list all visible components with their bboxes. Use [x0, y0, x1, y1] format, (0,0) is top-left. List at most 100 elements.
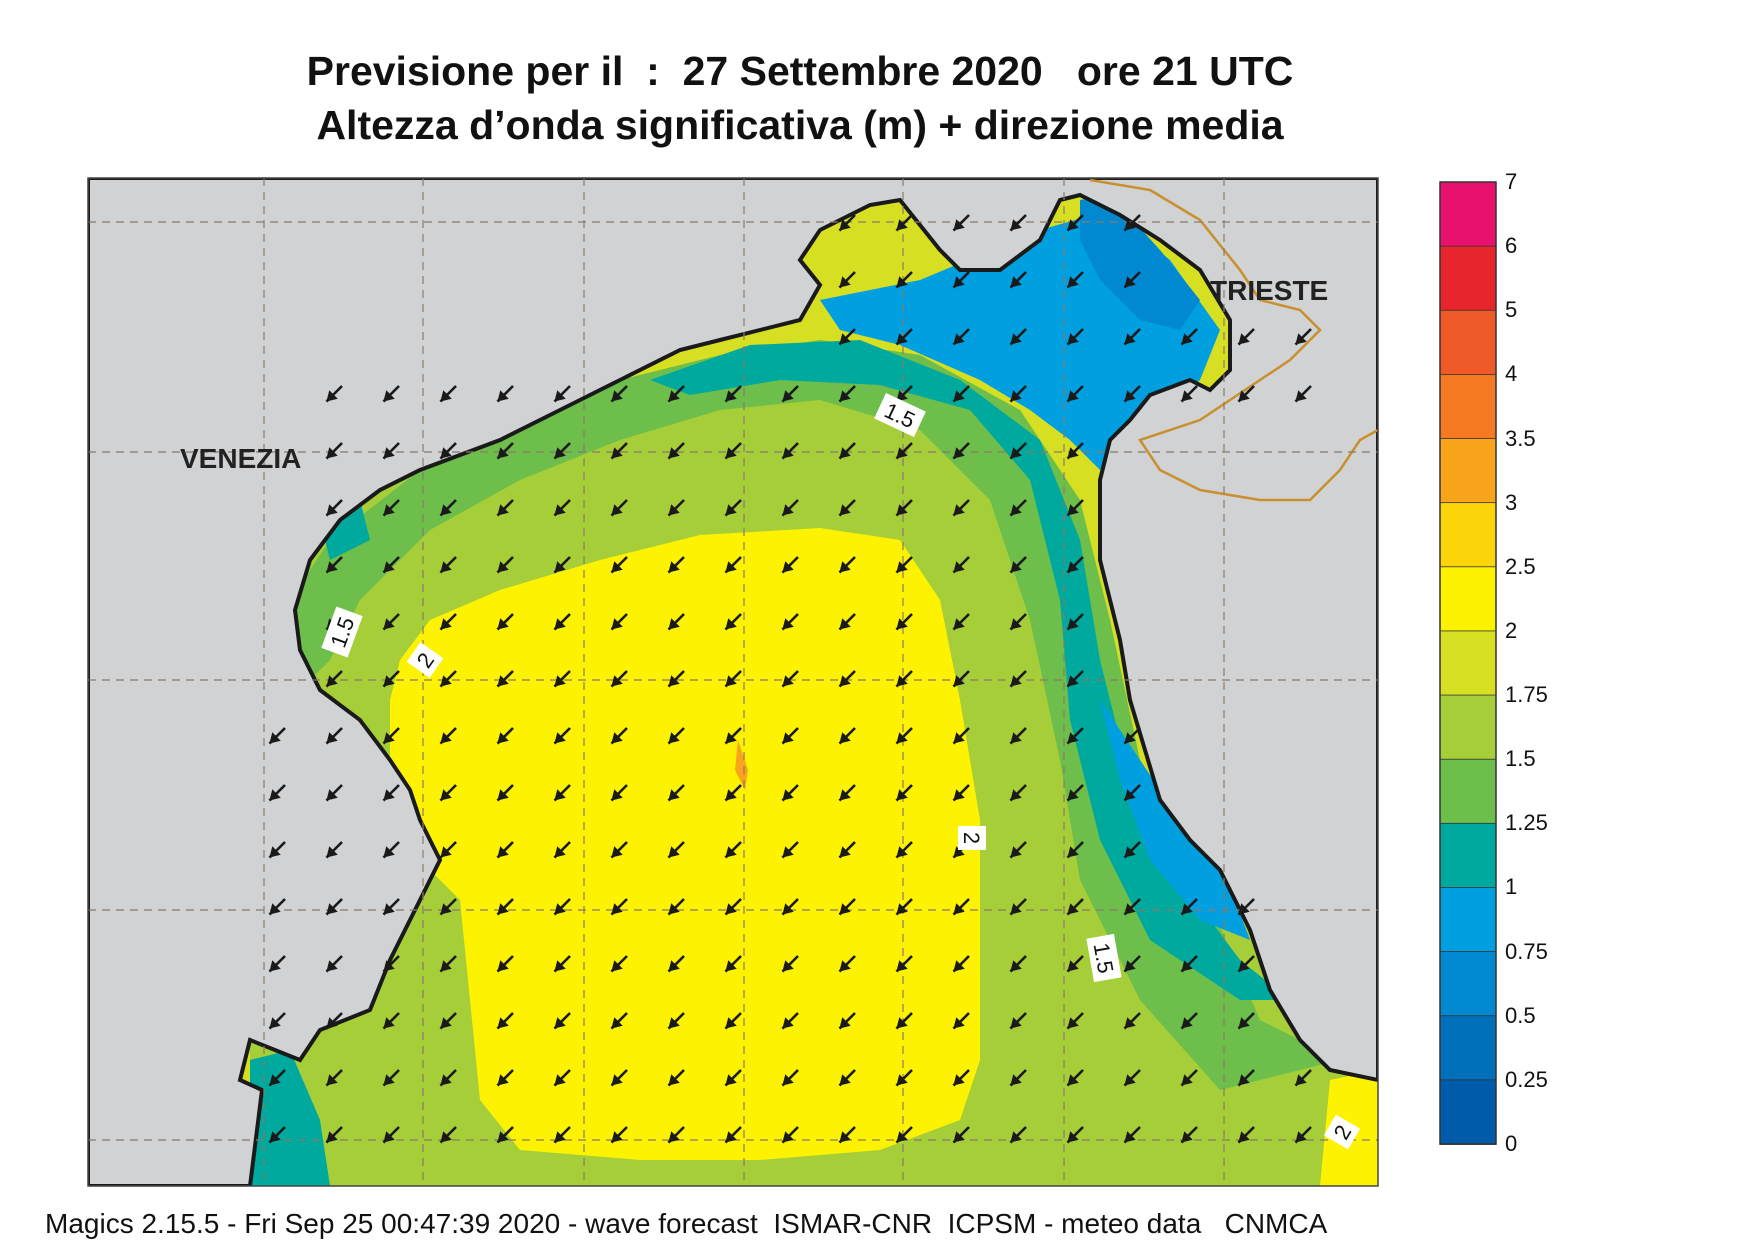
direction-arrowhead: [1010, 504, 1022, 516]
footer-credits: Magics 2.15.5 - Fri Sep 25 00:47:39 2020…: [45, 1208, 1328, 1239]
direction-arrowhead: [725, 447, 737, 459]
direction-arrowhead: [1067, 846, 1079, 858]
direction-arrowhead: [326, 447, 338, 459]
direction-arrowhead: [896, 333, 908, 345]
direction-arrowhead: [554, 846, 566, 858]
direction-arrowhead: [1067, 903, 1079, 915]
direction-arrowhead: [782, 447, 794, 459]
direction-arrowhead: [383, 846, 395, 858]
direction-arrowhead: [1010, 903, 1022, 915]
direction-arrowhead: [269, 903, 281, 915]
direction-arrowhead: [1010, 1074, 1022, 1086]
band-1.25-1.5: [290, 340, 1340, 1090]
direction-arrowhead: [725, 1074, 737, 1086]
direction-arrowhead: [725, 1131, 737, 1143]
direction-arrowhead: [839, 276, 851, 288]
direction-arrowhead: [839, 960, 851, 972]
direction-arrowhead: [725, 903, 737, 915]
direction-arrowhead: [725, 789, 737, 801]
svg-text:2: 2: [959, 832, 984, 844]
direction-arrowhead: [383, 789, 395, 801]
direction-arrowhead: [440, 960, 452, 972]
contour-label: 2: [958, 826, 986, 850]
direction-arrowhead: [554, 789, 566, 801]
direction-arrowhead: [383, 903, 395, 915]
direction-arrowhead: [782, 732, 794, 744]
direction-arrowhead: [497, 960, 509, 972]
direction-arrowhead: [1010, 846, 1022, 858]
colorbar-tick-label: 1.25: [1505, 810, 1548, 836]
direction-arrowhead: [326, 960, 338, 972]
colorbar-swatch: [1439, 694, 1497, 761]
direction-arrowhead: [611, 504, 623, 516]
direction-arrowhead: [839, 732, 851, 744]
colorbar-swatch: [1439, 181, 1497, 248]
direction-arrowhead: [1295, 1131, 1307, 1143]
direction-arrowhead: [953, 618, 965, 630]
colorbar-tick-label: 1.5: [1505, 746, 1536, 772]
direction-arrowhead: [326, 789, 338, 801]
place-label-venezia: VENEZIA: [180, 443, 301, 474]
direction-arrowhead: [611, 846, 623, 858]
direction-arrowhead: [326, 1131, 338, 1143]
direction-arrowhead: [782, 1017, 794, 1029]
direction-arrowhead: [1238, 390, 1250, 402]
direction-arrowhead: [725, 846, 737, 858]
direction-arrowhead: [1238, 903, 1250, 915]
direction-arrowhead: [668, 789, 680, 801]
contour-label: 2: [1323, 1114, 1361, 1150]
direction-arrowhead: [839, 390, 851, 402]
direction-arrowhead: [1010, 1131, 1022, 1143]
direction-arrowhead: [1067, 447, 1079, 459]
direction-arrowhead: [383, 504, 395, 516]
colorbar-swatch: [1439, 1079, 1497, 1145]
direction-arrowhead: [497, 390, 509, 402]
direction-arrowhead: [839, 618, 851, 630]
direction-arrowhead: [1124, 276, 1136, 288]
direction-arrowhead: [668, 903, 680, 915]
direction-arrowhead: [1067, 1074, 1079, 1086]
direction-arrowhead: [440, 447, 452, 459]
direction-arrowhead: [953, 846, 965, 858]
direction-arrowhead: [554, 561, 566, 573]
direction-arrowhead: [497, 561, 509, 573]
map-area: [88, 178, 1378, 1186]
direction-arrowhead: [1124, 390, 1136, 402]
direction-arrowhead: [440, 846, 452, 858]
direction-arrowhead: [839, 333, 851, 345]
direction-arrowhead: [1181, 960, 1193, 972]
direction-arrowhead: [839, 1074, 851, 1086]
colorbar-swatch: [1439, 309, 1497, 376]
direction-arrowhead: [269, 789, 281, 801]
direction-arrowhead: [1124, 903, 1136, 915]
direction-arrowhead: [953, 732, 965, 744]
direction-arrowhead: [269, 1131, 281, 1143]
direction-arrowhead: [554, 504, 566, 516]
direction-arrowhead: [782, 1131, 794, 1143]
colorbar-tick-label: 0.5: [1505, 1002, 1536, 1028]
direction-arrowhead: [1010, 618, 1022, 630]
direction-arrowhead: [953, 1131, 965, 1143]
direction-arrowhead: [497, 732, 509, 744]
direction-arrowhead: [1067, 390, 1079, 402]
direction-arrowhead: [554, 390, 566, 402]
direction-arrowhead: [668, 960, 680, 972]
direction-arrowhead: [611, 1074, 623, 1086]
direction-arrowhead: [497, 846, 509, 858]
direction-arrowhead: [497, 675, 509, 687]
direction-arrowhead: [554, 1074, 566, 1086]
direction-arrowhead: [782, 504, 794, 516]
direction-arrowhead: [1124, 846, 1136, 858]
direction-arrowhead: [1238, 1074, 1250, 1086]
direction-arrowhead: [383, 447, 395, 459]
direction-arrowhead: [497, 1074, 509, 1086]
direction-arrowhead: [1124, 732, 1136, 744]
direction-arrowhead: [383, 618, 395, 630]
direction-arrowhead: [1181, 903, 1193, 915]
direction-arrowhead: [896, 732, 908, 744]
direction-arrowhead: [896, 1074, 908, 1086]
direction-arrowhead: [896, 618, 908, 630]
direction-arrowhead: [1010, 732, 1022, 744]
direction-arrowhead: [896, 561, 908, 573]
colorbar-tick-label: 3.5: [1505, 425, 1536, 451]
